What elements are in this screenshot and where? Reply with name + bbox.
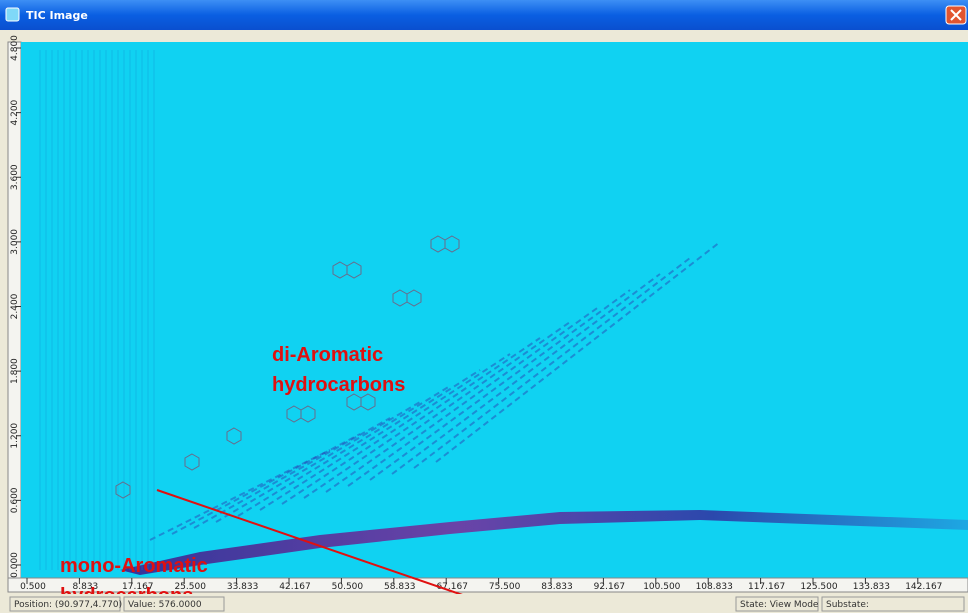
x-tick-label: 133.833 [853, 582, 890, 592]
y-tick-label: 0.000 [10, 552, 20, 578]
y-tick-label: 3.600 [10, 164, 20, 190]
mono-label: mono-Aromatic [60, 555, 208, 577]
x-tick-label: 58.833 [384, 582, 416, 592]
x-tick-label: 108.833 [696, 582, 733, 592]
x-tick-label: 92.167 [594, 582, 626, 592]
x-tick-label: 75.500 [489, 582, 521, 592]
di-label: hydrocarbons [272, 374, 405, 396]
x-tick-label: 0.500 [20, 582, 46, 592]
status-state: State: View Mode [740, 600, 819, 610]
y-tick-label: 2.400 [10, 293, 20, 319]
x-tick-label: 125.500 [800, 582, 837, 592]
title-bar [0, 0, 968, 30]
x-tick-label: 100.500 [643, 582, 680, 592]
status-value: Value: 576.0000 [128, 600, 202, 610]
y-tick-label: 4.200 [10, 99, 20, 125]
x-tick-label: 117.167 [748, 582, 785, 592]
app-icon [6, 8, 19, 21]
x-tick-label: 50.500 [332, 582, 364, 592]
status-substate: Substate: [826, 600, 869, 610]
x-tick-label: 83.833 [541, 582, 573, 592]
tic-window: TIC Image 0.000 0.600 1.200 1.800 2.400 3.000… [0, 0, 968, 613]
plot-area [21, 42, 968, 578]
window-title: TIC Image [26, 9, 88, 22]
y-tick-label: 1.200 [10, 423, 20, 449]
y-tick-label: 3.000 [10, 229, 20, 255]
y-tick-label: 4.800 [10, 35, 20, 61]
status-position: Position: (90.977,4.770) [14, 600, 122, 610]
y-tick-label: 1.800 [10, 358, 20, 384]
x-tick-label: 142.167 [905, 582, 942, 592]
y-tick-label: 0.600 [10, 487, 20, 513]
x-tick-label: 33.833 [227, 582, 259, 592]
di-label: di-Aromatic [272, 344, 383, 366]
x-tick-label: 42.167 [279, 582, 311, 592]
